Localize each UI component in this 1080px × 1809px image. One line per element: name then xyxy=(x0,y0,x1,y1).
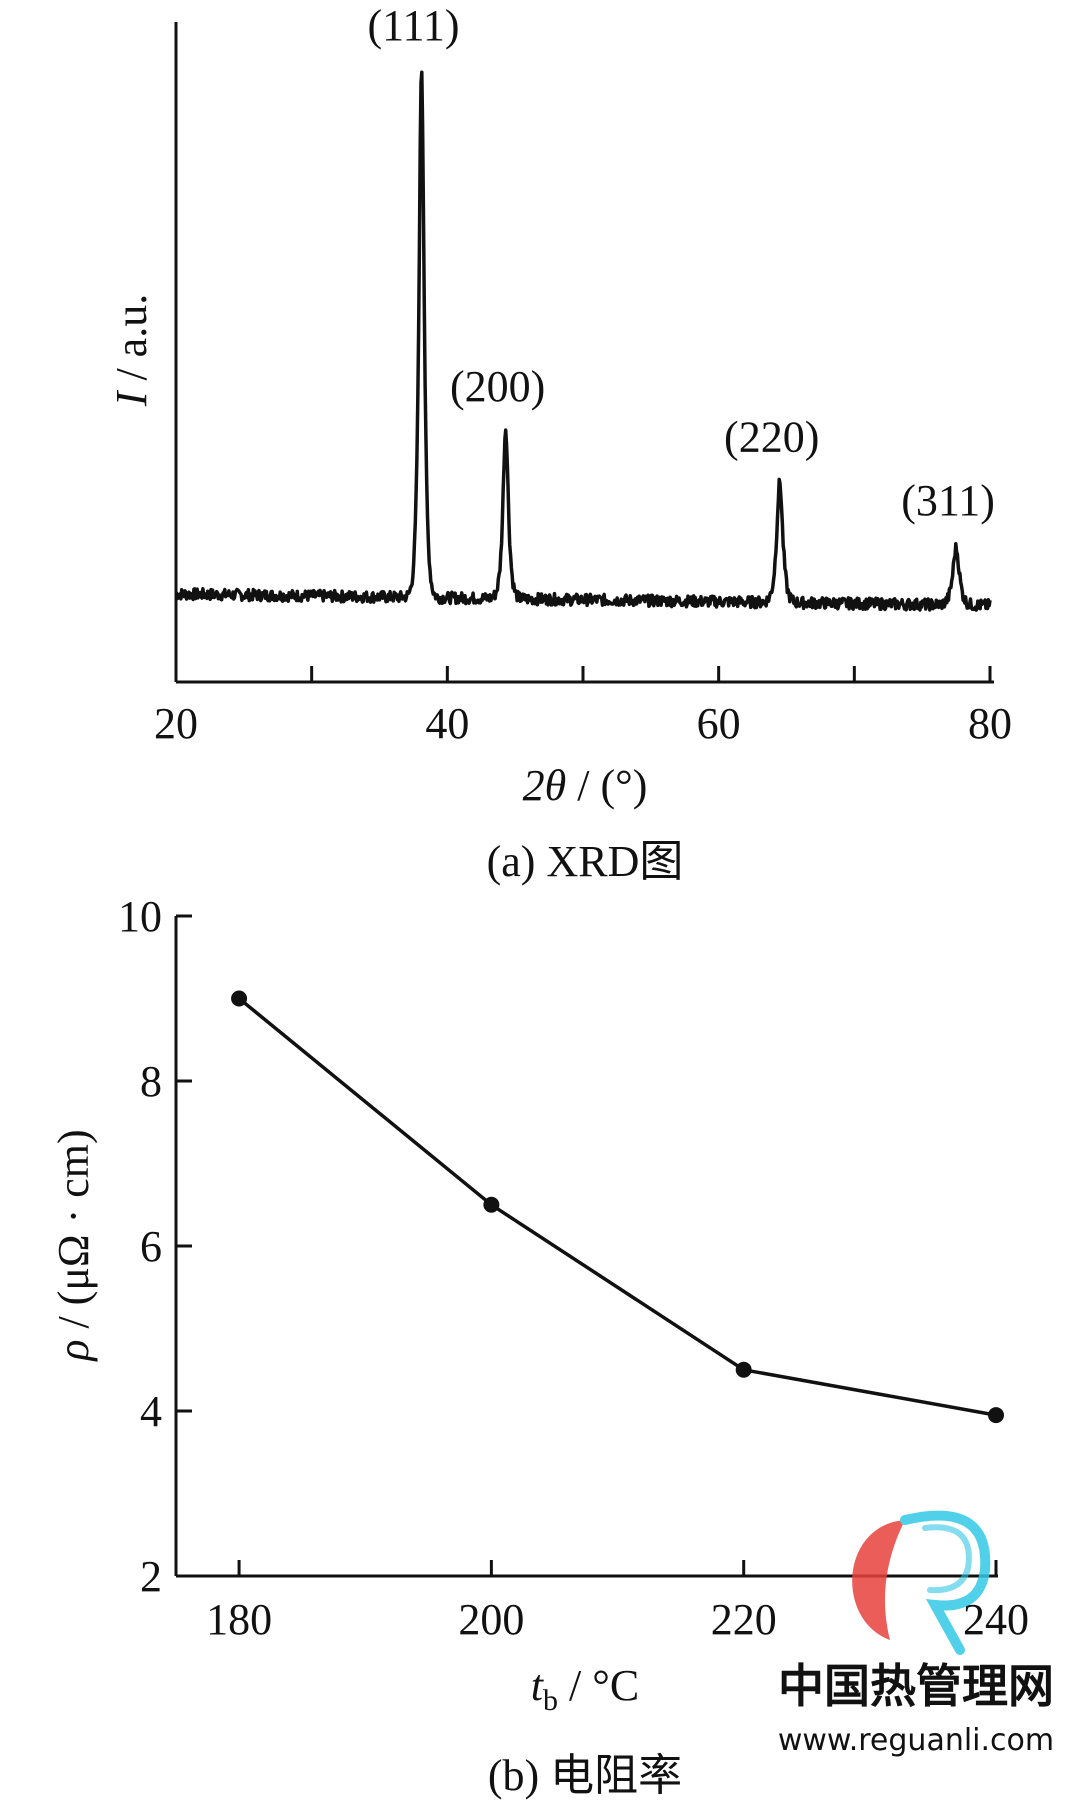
watermark-url: www.reguanli.com xyxy=(778,1723,1054,1758)
axis-ticks xyxy=(176,914,998,1578)
data-point xyxy=(231,990,248,1007)
series-line xyxy=(237,997,997,1417)
peak-label: (311) xyxy=(901,476,995,525)
peak-label: (200) xyxy=(450,362,545,411)
x-tick-label: 20 xyxy=(154,699,198,748)
x-tick-label: 200 xyxy=(458,1595,524,1644)
y-axis-label-unit: / a.u. xyxy=(107,294,156,392)
watermark: 中国热管理网 www.reguanli.com xyxy=(778,1510,1054,1758)
x-axis-label-var: 2θ xyxy=(523,761,567,810)
x-tick-label: 60 xyxy=(697,699,741,748)
peak-label: (111) xyxy=(368,1,460,50)
x-axis-label: 2θ / (°) xyxy=(523,761,648,810)
peak-label: (220) xyxy=(724,413,819,462)
x-tick-label: 220 xyxy=(711,1595,777,1644)
x-axis-label-unit: / °C xyxy=(558,1661,639,1710)
watermark-text: 中国热管理网 xyxy=(778,1659,1054,1713)
peak-labels: (111) (200) (220) (311) xyxy=(368,1,995,525)
x-axis-label-sub: b xyxy=(543,1684,558,1717)
data-point xyxy=(735,1361,752,1378)
y-tick-label: 8 xyxy=(140,1057,162,1106)
x-axis-label-var: t xyxy=(531,1661,545,1710)
data-point xyxy=(483,1196,500,1213)
x-tick-label: 40 xyxy=(425,699,469,748)
x-ticks xyxy=(174,666,992,682)
y-axis-label-var: I xyxy=(107,389,156,407)
y-tick-label: 10 xyxy=(118,892,162,941)
x-axis-label: tb / °C xyxy=(531,1661,639,1717)
tick-labels: 180 200 220 240 2 4 6 8 10 xyxy=(118,892,1029,1644)
y-axis-label: I / a.u. xyxy=(107,294,156,407)
x-tick-label: 180 xyxy=(206,1595,272,1644)
y-tick-label: 4 xyxy=(140,1387,162,1436)
y-axis-label: ρ / (μΩ · cm) xyxy=(49,1129,98,1362)
y-axis-label-unit: / (μΩ · cm) xyxy=(49,1129,98,1339)
y-tick-label: 6 xyxy=(140,1222,162,1271)
data-points xyxy=(231,990,1004,1424)
caption-b: (b) 电阻率 xyxy=(488,1751,682,1800)
watermark-logo-icon xyxy=(852,1510,991,1655)
x-tick-label: 240 xyxy=(963,1595,1029,1644)
x-tick-label: 80 xyxy=(968,699,1012,748)
xrd-pattern xyxy=(174,70,992,612)
x-tick-labels: 20 40 60 80 xyxy=(154,699,1012,748)
y-axis-label-var: ρ xyxy=(49,1340,98,1363)
x-axis-label-unit: / (°) xyxy=(566,761,647,810)
caption-a: (a) XRD图 xyxy=(487,837,684,886)
y-tick-label: 2 xyxy=(140,1552,162,1601)
data-point xyxy=(988,1407,1004,1424)
xrd-chart: 20 40 60 80 (111) (200) (220) (311) 2θ / (°) I… xyxy=(107,1,1012,886)
